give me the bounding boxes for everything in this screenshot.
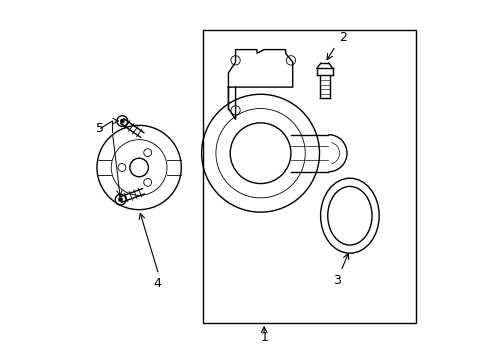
Text: 3: 3 <box>333 274 341 287</box>
Bar <box>203 30 415 323</box>
Text: 2: 2 <box>338 31 346 44</box>
Circle shape <box>120 119 124 123</box>
Text: 1: 1 <box>260 331 267 344</box>
Text: 4: 4 <box>153 277 161 290</box>
Text: 5: 5 <box>96 122 103 135</box>
Circle shape <box>118 198 122 202</box>
